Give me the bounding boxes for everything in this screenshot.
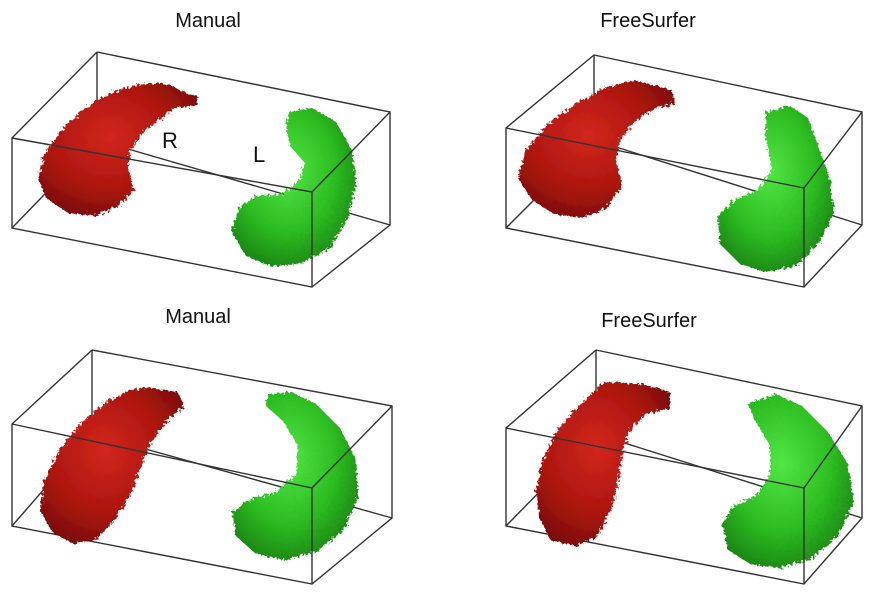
bounding-box-front — [505, 405, 863, 584]
panel-title: FreeSurfer — [600, 10, 696, 32]
panel-top-left: Manual R L — [0, 0, 436, 296]
left-structure-green — [232, 108, 356, 266]
3d-render-scene — [11, 51, 391, 288]
panel-title: Manual — [165, 306, 231, 328]
left-structure-green — [718, 106, 834, 272]
right-structure-red — [40, 388, 184, 544]
panel-bottom-left: Manual — [0, 296, 436, 592]
panel-bottom-right: FreeSurfer — [436, 296, 872, 592]
left-structure-green — [722, 394, 854, 568]
label-r: R — [162, 128, 178, 153]
bounding-box-front — [11, 111, 391, 287]
3d-render-scene — [505, 54, 863, 288]
bounding-box-front — [11, 405, 393, 584]
right-structure-red — [536, 382, 670, 546]
panel-title: FreeSurfer — [601, 310, 697, 332]
left-structure-green — [232, 392, 358, 560]
right-structure-red — [518, 80, 674, 218]
label-l: L — [253, 142, 266, 167]
3d-render-scene — [505, 349, 863, 585]
panel-title: Manual — [175, 10, 241, 32]
bounding-box-front — [505, 111, 863, 287]
3d-render-scene — [11, 349, 393, 585]
panel-top-right: FreeSurfer — [436, 0, 872, 296]
right-structure-red — [38, 84, 198, 216]
